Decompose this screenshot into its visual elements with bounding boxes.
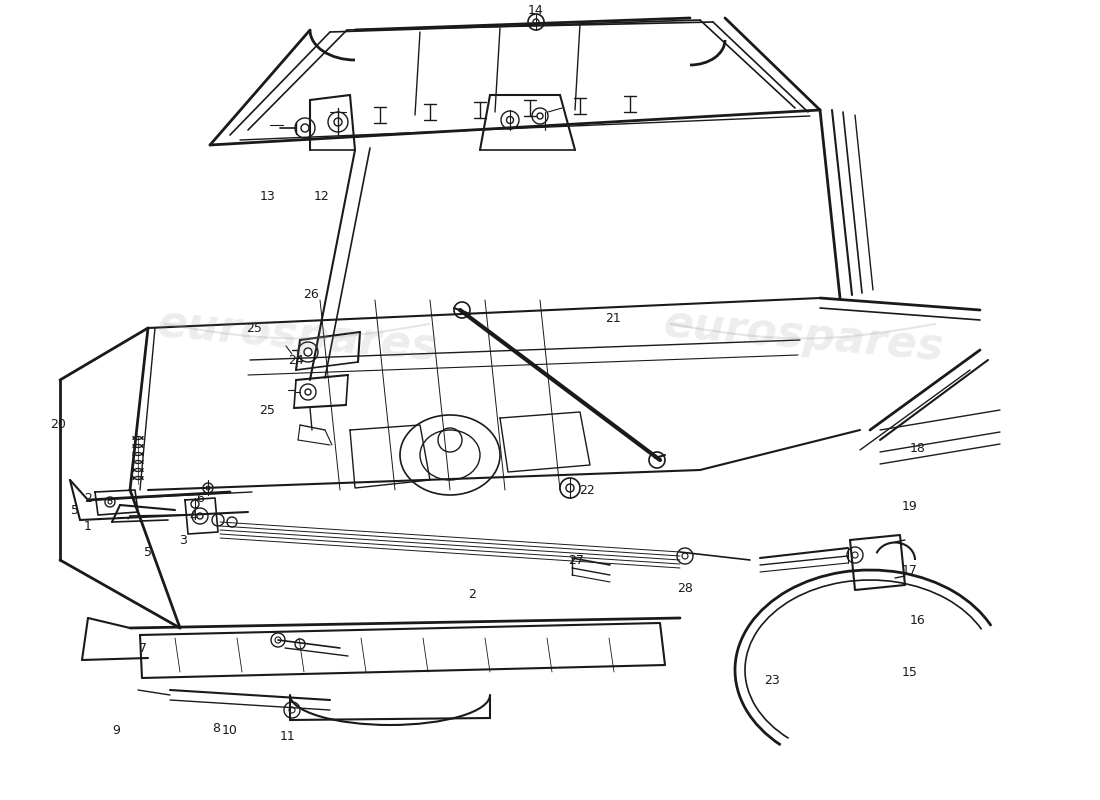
Text: 16: 16 <box>910 614 926 626</box>
Text: 5: 5 <box>144 546 152 558</box>
Text: 23: 23 <box>764 674 780 686</box>
Text: 1: 1 <box>84 521 92 534</box>
Text: 7: 7 <box>139 642 147 654</box>
Text: 24: 24 <box>288 354 304 366</box>
Text: 25: 25 <box>260 403 275 417</box>
Text: 26: 26 <box>304 289 319 302</box>
Text: 15: 15 <box>902 666 917 678</box>
Text: 13: 13 <box>260 190 276 202</box>
Text: 21: 21 <box>605 311 620 325</box>
Text: 10: 10 <box>222 723 238 737</box>
Text: 3: 3 <box>179 534 187 546</box>
Text: eurospares: eurospares <box>661 302 945 370</box>
Text: 25: 25 <box>246 322 262 334</box>
Text: 22: 22 <box>579 483 595 497</box>
Text: 2: 2 <box>84 491 92 505</box>
Text: 8: 8 <box>212 722 220 734</box>
Text: 20: 20 <box>51 418 66 430</box>
Text: 14: 14 <box>528 3 543 17</box>
Text: 19: 19 <box>902 499 917 513</box>
Text: 5: 5 <box>72 503 79 517</box>
Text: 18: 18 <box>910 442 926 454</box>
Text: 11: 11 <box>280 730 296 742</box>
Text: 27: 27 <box>568 554 584 566</box>
Text: 12: 12 <box>315 190 330 202</box>
Text: 28: 28 <box>678 582 693 594</box>
Text: 4: 4 <box>189 510 197 522</box>
Text: 6: 6 <box>196 491 204 505</box>
Text: 9: 9 <box>112 723 120 737</box>
Text: eurospares: eurospares <box>155 302 439 370</box>
Text: 2: 2 <box>469 589 476 602</box>
Text: 17: 17 <box>902 563 917 577</box>
